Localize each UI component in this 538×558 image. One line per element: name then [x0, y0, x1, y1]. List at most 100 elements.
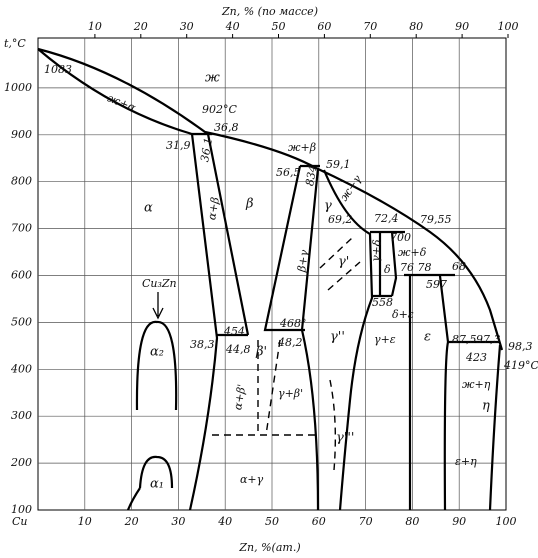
region-label: β'	[255, 345, 267, 360]
x-tick-label: 80	[405, 515, 419, 528]
point-label: 87,5	[452, 333, 477, 346]
region-label: α₁	[150, 477, 164, 492]
solidus	[37, 48, 212, 136]
point-label: 902°C	[202, 103, 237, 116]
alpha1-tail	[126, 487, 141, 511]
region-label: ж+δ	[398, 246, 427, 259]
top-tick-label: 80	[409, 20, 423, 33]
y-tick-label: 600	[11, 269, 32, 282]
x-tick-label: 20	[124, 515, 139, 528]
region-label: γ'	[338, 255, 349, 270]
x-tick-label: 10	[78, 515, 92, 528]
point-label: 59,1	[326, 158, 351, 171]
region-label: α+β'	[231, 383, 248, 411]
top-tick-label: 50	[272, 20, 286, 33]
y-axis-title: t,°C	[4, 37, 26, 50]
y-tick-label: 700	[11, 222, 32, 235]
point-label: 76 78	[400, 261, 432, 274]
region-label: γ+β'	[278, 387, 303, 400]
region-label: β+γ	[295, 249, 311, 274]
top-tick-label: 30	[180, 20, 194, 33]
region-label: ж+α	[106, 92, 138, 115]
point-label: 44,8	[225, 343, 251, 356]
ordering-lines	[212, 237, 361, 471]
region-label: δ+ε	[392, 308, 414, 321]
top-axis-title: Zn, % (по массе)	[221, 5, 318, 18]
top-tick-label: 20	[133, 20, 148, 33]
region-label: γ''	[330, 330, 345, 345]
gamma-left	[300, 167, 320, 511]
y-tick-label: 100	[11, 503, 32, 516]
compound-label: Cu₃Zn	[142, 277, 177, 290]
region-label: α+γ	[240, 473, 264, 486]
point-label: 38,3	[190, 338, 215, 351]
point-label: 48,2	[277, 336, 303, 349]
point-label: 36,8	[214, 121, 239, 134]
point-label: 69,2	[328, 213, 353, 226]
region-label: γ+ε	[374, 333, 396, 346]
region-label: η	[482, 399, 490, 414]
region-label: γ	[324, 199, 332, 214]
point-label: 98,3	[508, 340, 533, 353]
y-tick-label: 200	[10, 456, 32, 469]
x-tick-label: 70	[359, 515, 373, 528]
liquidus	[37, 47, 504, 351]
point-label: 72,4	[374, 212, 399, 225]
y-tick-label: 400	[10, 362, 32, 375]
x-tick-label: 60	[312, 515, 326, 528]
top-tick-label: 70	[363, 20, 377, 33]
point-label: 68	[452, 260, 466, 273]
region-label: α₂	[150, 345, 164, 360]
region-label: γ+δ	[369, 239, 384, 263]
beta-right	[263, 164, 320, 332]
region-label: ж+γ	[337, 172, 364, 203]
region-labels: 1083 ж ж+α 902°C 36,8 31,9 36,1 ж+β 59,1…	[44, 63, 538, 492]
point-label: 31,9	[166, 139, 191, 152]
epsilon-eta	[404, 273, 502, 511]
region-label: α	[144, 201, 153, 216]
grid	[38, 38, 506, 510]
x-axis-title: Zn, %(ат.)	[238, 541, 300, 554]
gamma-right	[322, 169, 374, 511]
top-tick-label: 40	[225, 20, 240, 33]
top-tick-label: 100	[498, 20, 519, 33]
x-tick-label: 50	[265, 515, 279, 528]
delta-region	[370, 230, 405, 298]
alpha2-dome	[135, 320, 178, 411]
region-label: ε+η	[455, 455, 477, 468]
arrow	[152, 292, 164, 320]
alpha-solvus	[188, 133, 219, 511]
region-label: α+β	[205, 196, 222, 221]
x-tick-label: 40	[217, 515, 232, 528]
point-label: 419°C	[503, 359, 538, 372]
point-label: 56,5	[276, 166, 301, 179]
y-tick-label: 500	[11, 315, 32, 328]
beta-left	[206, 133, 250, 337]
x-tick-label: 100	[496, 515, 517, 528]
y-tick-label: 900	[11, 128, 32, 141]
point-label: 454	[223, 325, 245, 338]
point-label: 558	[372, 296, 393, 309]
top-tick-label: 90	[455, 20, 469, 33]
region-label: ж	[205, 71, 220, 86]
point-label: 834	[303, 164, 319, 187]
x-origin-label: Cu	[12, 515, 28, 528]
point-label: 700	[390, 231, 411, 244]
region-label: δ	[384, 263, 391, 276]
point-label: 423	[465, 351, 487, 364]
alpha1-dome	[138, 455, 174, 489]
x-tick-label: 90	[452, 515, 466, 528]
y-tick-label: 800	[11, 175, 32, 188]
point-label: 1083	[44, 63, 72, 76]
region-label: γ'''	[336, 431, 355, 446]
point-label: 597	[426, 278, 447, 291]
phase-boundaries	[37, 47, 504, 511]
point-label: 97,3	[476, 333, 501, 346]
y-tick-label: 1000	[4, 81, 32, 94]
region-label: β	[245, 197, 254, 212]
region-label: ж+η	[462, 378, 491, 391]
point-label: 79,55	[420, 213, 452, 226]
y-tick-label: 300	[11, 409, 32, 422]
top-tick-label: 60	[317, 20, 331, 33]
